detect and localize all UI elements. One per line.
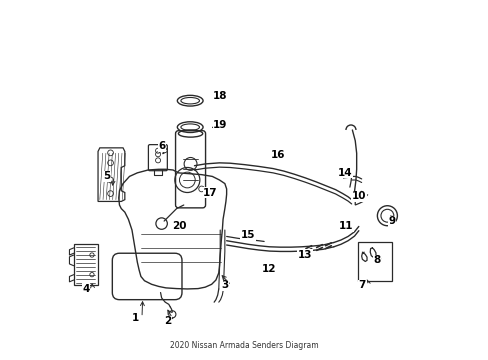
Text: 2020 Nissan Armada Senders Diagram: 2020 Nissan Armada Senders Diagram bbox=[170, 341, 318, 350]
Text: 3: 3 bbox=[221, 280, 228, 291]
Text: 18: 18 bbox=[212, 91, 227, 101]
Text: 1: 1 bbox=[132, 312, 139, 323]
Text: 10: 10 bbox=[351, 191, 366, 201]
Text: 9: 9 bbox=[387, 216, 394, 226]
Text: 4: 4 bbox=[82, 284, 90, 294]
Bar bbox=[74, 244, 98, 285]
Bar bbox=[357, 242, 391, 281]
Text: 19: 19 bbox=[213, 120, 227, 130]
Text: 13: 13 bbox=[297, 250, 312, 260]
Text: 2: 2 bbox=[164, 316, 171, 326]
Text: 15: 15 bbox=[240, 230, 255, 240]
Text: 5: 5 bbox=[103, 171, 110, 181]
Text: 14: 14 bbox=[337, 168, 352, 178]
Text: 8: 8 bbox=[372, 255, 380, 265]
Text: 7: 7 bbox=[358, 280, 366, 291]
Text: 12: 12 bbox=[262, 264, 276, 274]
Text: 20: 20 bbox=[171, 221, 186, 231]
Text: 6: 6 bbox=[159, 141, 165, 151]
Text: 16: 16 bbox=[271, 150, 285, 160]
Text: 17: 17 bbox=[203, 188, 218, 198]
Text: 11: 11 bbox=[338, 221, 353, 231]
